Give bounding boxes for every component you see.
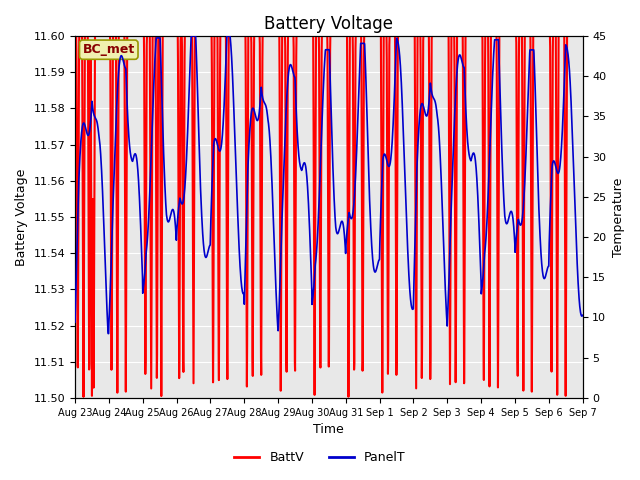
X-axis label: Time: Time xyxy=(314,423,344,436)
Y-axis label: Temperature: Temperature xyxy=(612,177,625,257)
Legend: BattV, PanelT: BattV, PanelT xyxy=(229,446,411,469)
Title: Battery Voltage: Battery Voltage xyxy=(264,15,394,33)
Y-axis label: Battery Voltage: Battery Voltage xyxy=(15,168,28,265)
Text: BC_met: BC_met xyxy=(83,43,135,56)
